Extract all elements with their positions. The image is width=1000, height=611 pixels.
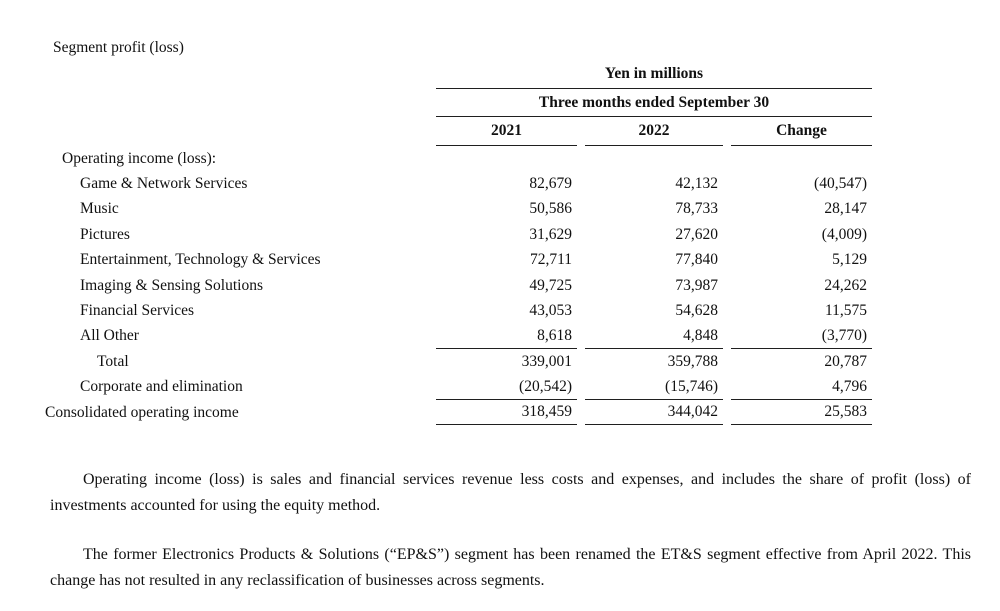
row-label-corporate-and-elimination: Corporate and elimination bbox=[80, 378, 243, 396]
header-spacer-1 bbox=[45, 60, 428, 89]
value-change: 20,787 bbox=[824, 352, 867, 370]
section-label: Operating income (loss): bbox=[62, 149, 217, 167]
value-change: 25,583 bbox=[731, 400, 872, 426]
header-spacer-3 bbox=[45, 117, 428, 146]
row-label-consolidated-operating-income: Consolidated operating income bbox=[45, 403, 239, 421]
value-2021: 318,459 bbox=[436, 400, 577, 426]
value-2021: (20,542) bbox=[436, 375, 577, 400]
row-label-all-other: All Other bbox=[80, 327, 139, 345]
table-title: Segment profit (loss) bbox=[53, 39, 184, 56]
value-change: (3,770) bbox=[731, 324, 872, 350]
value-2021: 50,586 bbox=[529, 200, 572, 218]
value-change: (40,547) bbox=[814, 175, 867, 193]
value-change: 4,796 bbox=[731, 375, 872, 400]
value-2022: 42,132 bbox=[675, 175, 718, 193]
footnote-segment-rename: The former Electronics Products & Soluti… bbox=[50, 546, 971, 589]
value-change: 28,147 bbox=[824, 200, 867, 218]
column-header-2022: 2022 bbox=[585, 117, 723, 146]
column-header-change: Change bbox=[731, 117, 872, 146]
value-change: 5,129 bbox=[832, 251, 867, 269]
value-2022: 344,042 bbox=[585, 400, 723, 426]
value-2021: 72,711 bbox=[529, 251, 572, 269]
row-label-entertainment-technology-services: Entertainment, Technology & Services bbox=[80, 251, 321, 269]
unit-header: Yen in millions bbox=[436, 60, 872, 89]
header-spacer-2 bbox=[45, 89, 428, 117]
value-2022: 78,733 bbox=[675, 200, 718, 218]
value-2021: 8,618 bbox=[436, 324, 577, 350]
value-2021: 82,679 bbox=[529, 175, 572, 193]
value-2022: 77,840 bbox=[675, 251, 718, 269]
value-2021: 31,629 bbox=[529, 225, 572, 243]
row-label-music: Music bbox=[80, 200, 119, 218]
segment-profit-table: Yen in millions Three months ended Septe… bbox=[45, 60, 872, 426]
value-2021: 339,001 bbox=[521, 352, 572, 370]
value-2021: 49,725 bbox=[529, 276, 572, 294]
value-change: 24,262 bbox=[824, 276, 867, 294]
period-header: Three months ended September 30 bbox=[436, 89, 872, 117]
footnote-operating-income-definition: Operating income (loss) is sales and fin… bbox=[50, 471, 971, 514]
value-2022: 27,620 bbox=[675, 225, 718, 243]
column-header-2021: 2021 bbox=[436, 117, 577, 146]
value-change: 11,575 bbox=[824, 302, 867, 320]
value-2022: 359,788 bbox=[667, 352, 718, 370]
row-label-total: Total bbox=[97, 352, 129, 370]
value-2022: 73,987 bbox=[675, 276, 718, 294]
row-label-pictures: Pictures bbox=[80, 225, 130, 243]
row-label-financial-services: Financial Services bbox=[80, 302, 195, 320]
row-label-game-network-services: Game & Network Services bbox=[80, 175, 248, 193]
row-label-imaging-sensing-solutions: Imaging & Sensing Solutions bbox=[80, 276, 263, 294]
value-2021: 43,053 bbox=[529, 302, 572, 320]
value-2022: 4,848 bbox=[585, 324, 723, 350]
value-change: (4,009) bbox=[821, 225, 867, 243]
value-2022: (15,746) bbox=[585, 375, 723, 400]
value-2022: 54,628 bbox=[675, 302, 718, 320]
